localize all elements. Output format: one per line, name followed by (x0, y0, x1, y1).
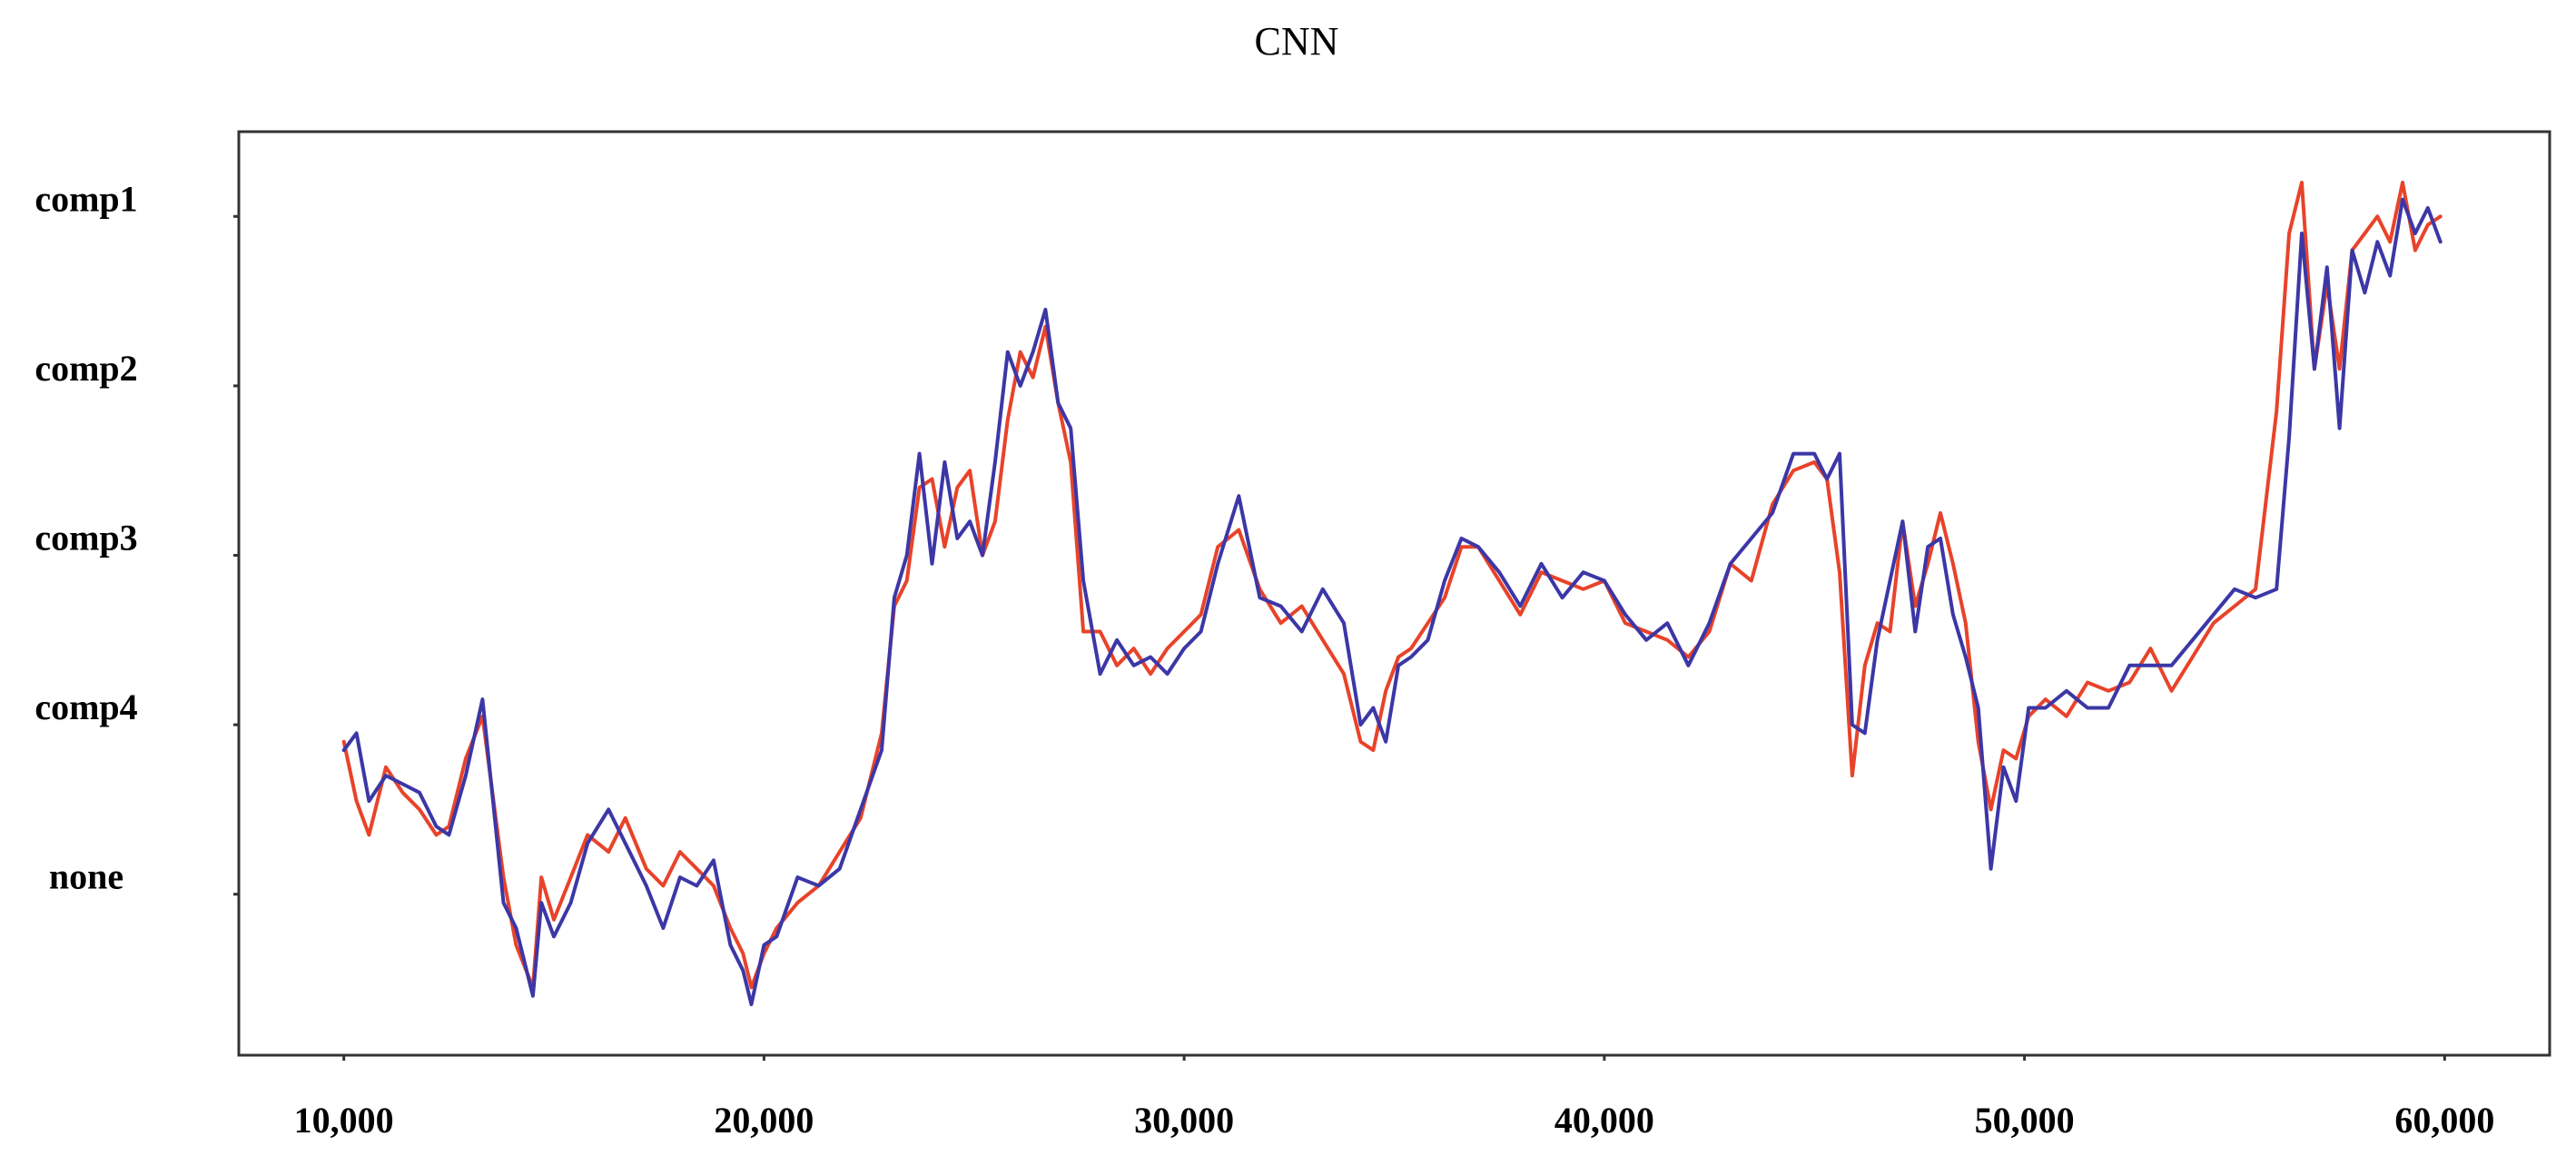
x-tick-label: 40,000 (1554, 1100, 1654, 1141)
x-tick-label: 60,000 (2394, 1100, 2494, 1141)
plot-frame (237, 130, 2551, 1057)
x-axis: 10,000 20,000 30,000 40,000 50,000 60,000 (294, 1055, 2494, 1141)
y-axis: comp1 comp2 comp3 comp4 none (35, 178, 239, 897)
series-line-1 (341, 181, 2443, 990)
y-tick-label: comp1 (35, 178, 137, 219)
y-tick-label: comp3 (35, 518, 137, 558)
series-layer (341, 181, 2443, 1006)
x-tick-label: 30,000 (1134, 1100, 1234, 1141)
y-tick-label: comp4 (35, 687, 137, 727)
series-line-2 (341, 197, 2443, 1006)
x-tick-label: 10,000 (294, 1100, 394, 1141)
y-tick-label: none (49, 856, 123, 897)
x-tick-label: 20,000 (714, 1100, 814, 1141)
y-tick-label: comp2 (35, 348, 137, 389)
x-tick-label: 50,000 (1975, 1100, 2075, 1141)
chart-title: CNN (1255, 19, 1339, 64)
